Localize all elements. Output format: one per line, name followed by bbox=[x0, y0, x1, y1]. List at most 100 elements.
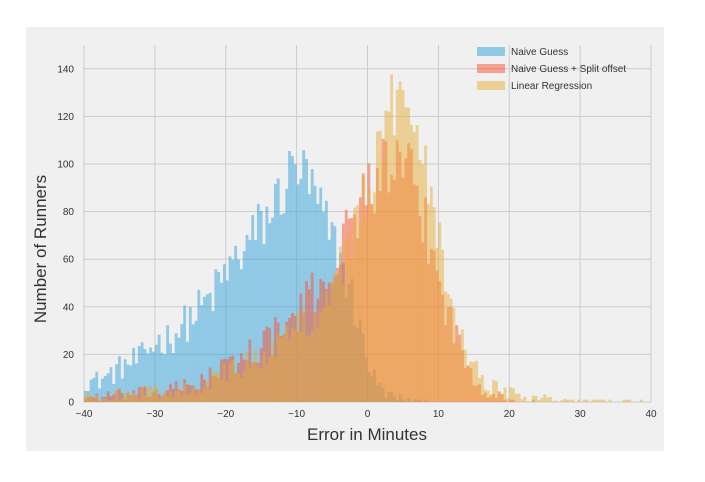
histogram-bar bbox=[407, 107, 411, 403]
histogram-bar bbox=[115, 389, 119, 402]
histogram-bar bbox=[197, 389, 201, 402]
histogram-bar bbox=[429, 186, 433, 402]
histogram-bar bbox=[211, 373, 215, 402]
histogram-bars bbox=[84, 74, 643, 403]
histogram-bar bbox=[509, 387, 513, 402]
histogram-bar bbox=[565, 399, 569, 402]
y-tick-label: 140 bbox=[57, 64, 74, 75]
histogram-bar bbox=[197, 289, 201, 402]
histogram-bar bbox=[171, 352, 175, 402]
x-tick-label: −20 bbox=[217, 409, 234, 420]
histogram-bar bbox=[364, 217, 368, 402]
histogram-bar bbox=[424, 145, 428, 402]
histogram-bar bbox=[526, 401, 530, 402]
histogram-bar bbox=[135, 363, 138, 402]
histogram-bar bbox=[149, 386, 153, 402]
histogram-bar bbox=[302, 150, 306, 402]
histogram-bar bbox=[98, 388, 102, 402]
histogram-bar bbox=[288, 151, 291, 402]
histogram-bar bbox=[427, 203, 430, 402]
histogram-bar bbox=[254, 240, 257, 402]
histogram-bar bbox=[577, 399, 581, 402]
histogram-bar bbox=[262, 244, 266, 402]
histogram-bar bbox=[495, 381, 498, 402]
histogram-bar bbox=[339, 246, 342, 402]
histogram-bar bbox=[251, 215, 255, 402]
histogram-bar bbox=[313, 312, 317, 402]
y-tick-label: 40 bbox=[63, 302, 75, 313]
histogram-bar bbox=[421, 164, 425, 402]
histogram-bar bbox=[302, 308, 306, 402]
histogram-bar bbox=[271, 217, 274, 402]
histogram-bar bbox=[106, 373, 110, 402]
tick-labels: −40 −30 −20 −10 0 10 20 30 40 0 20 40 60 80 100 120 140 bbox=[57, 64, 657, 420]
histogram-bar bbox=[171, 388, 175, 402]
histogram-bar bbox=[503, 387, 507, 402]
histogram-bar bbox=[225, 280, 229, 402]
histogram-bar bbox=[475, 360, 479, 402]
histogram-bar bbox=[180, 396, 184, 402]
histogram-bar bbox=[256, 203, 260, 402]
histogram-bar bbox=[514, 394, 518, 402]
histogram-bar bbox=[324, 291, 328, 402]
histogram-bar bbox=[381, 159, 385, 402]
histogram-bar bbox=[242, 370, 246, 402]
histogram-bar bbox=[628, 399, 632, 402]
histogram-bar bbox=[441, 249, 445, 402]
histogram-bar bbox=[254, 348, 257, 402]
histogram-bar bbox=[265, 363, 269, 402]
histogram-bar bbox=[327, 305, 331, 402]
x-tick-label: 20 bbox=[504, 409, 516, 420]
histogram-bar bbox=[512, 388, 515, 402]
histogram-bar bbox=[597, 399, 600, 402]
histogram-bar bbox=[157, 393, 161, 402]
y-axis-label: Number of Runners bbox=[31, 175, 50, 323]
histogram-bar bbox=[95, 371, 99, 402]
histogram-bar bbox=[279, 337, 283, 402]
x-tick-label: 40 bbox=[645, 409, 657, 420]
histogram-bar bbox=[208, 292, 212, 402]
histogram-bar bbox=[251, 361, 255, 402]
histogram-bar bbox=[316, 327, 320, 402]
histogram-bar bbox=[231, 259, 235, 402]
histogram-bar bbox=[239, 353, 243, 402]
histogram-bar bbox=[120, 398, 124, 402]
histogram-bar bbox=[109, 396, 113, 402]
histogram-bar bbox=[480, 374, 484, 402]
histogram-bar bbox=[472, 362, 476, 402]
histogram-bar bbox=[271, 341, 274, 402]
histogram-bar bbox=[554, 400, 558, 402]
histogram-bar bbox=[188, 393, 192, 402]
histogram-bar bbox=[268, 356, 272, 402]
histogram-bar bbox=[290, 156, 294, 402]
series-2-bars bbox=[84, 74, 643, 403]
histogram-bar bbox=[322, 307, 325, 402]
histogram-bar bbox=[188, 306, 192, 402]
histogram-bar bbox=[319, 312, 323, 402]
y-tick-label: 0 bbox=[68, 398, 74, 409]
histogram-bar bbox=[350, 258, 354, 402]
histogram-bar bbox=[152, 389, 155, 402]
histogram-bar bbox=[452, 308, 456, 402]
histogram-bar bbox=[378, 130, 382, 403]
histogram-bar bbox=[497, 393, 501, 402]
histogram-bar bbox=[118, 400, 121, 402]
histogram-bar bbox=[285, 188, 289, 402]
histogram-bar bbox=[89, 379, 93, 402]
histogram-bar bbox=[109, 400, 113, 402]
histogram-bar bbox=[293, 164, 297, 402]
histogram-bar bbox=[523, 396, 527, 402]
x-tick-label: 10 bbox=[433, 409, 445, 420]
histogram-bar bbox=[333, 272, 337, 402]
x-tick-label: 30 bbox=[575, 409, 587, 420]
x-tick-label: −30 bbox=[146, 409, 163, 420]
histogram-bar bbox=[344, 239, 348, 402]
histogram-bar bbox=[486, 391, 490, 402]
y-tick-label: 100 bbox=[57, 160, 74, 171]
histogram-bar bbox=[582, 399, 586, 402]
histogram-bar bbox=[517, 393, 521, 402]
histogram-bar bbox=[194, 394, 198, 402]
histogram-bar bbox=[285, 325, 289, 402]
histogram-bar bbox=[534, 396, 538, 402]
histogram-bar bbox=[146, 386, 150, 402]
